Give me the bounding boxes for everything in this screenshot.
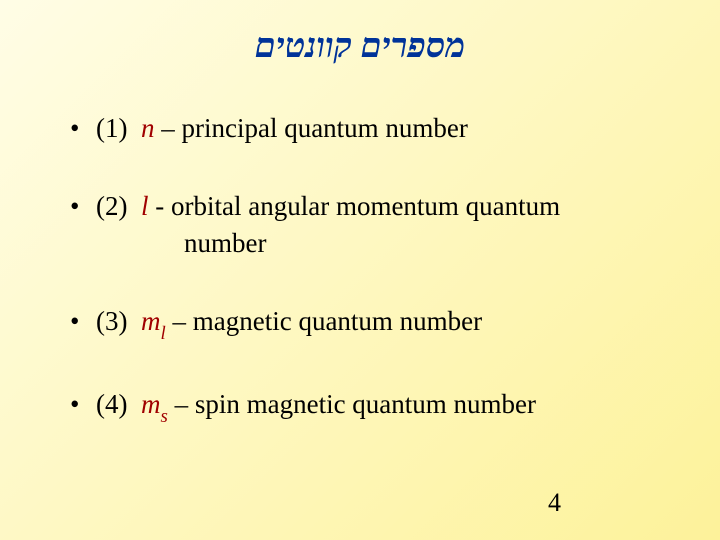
bullet-list: • (1) n – principal quantum number • (2)…	[70, 110, 660, 469]
bullet-icon: •	[70, 303, 79, 339]
quantum-symbol: m	[141, 389, 161, 419]
item-desc-cont: number	[96, 225, 660, 261]
item-sep: –	[168, 389, 195, 419]
item-sep: -	[149, 191, 172, 221]
item-number: (2)	[96, 191, 127, 221]
quantum-symbol: l	[141, 191, 149, 221]
list-item: • (4) ms – spin magnetic quantum number	[70, 386, 660, 427]
slide: מספרים קוונטים • (1) n – principal quant…	[0, 0, 720, 540]
item-desc: orbital angular momentum quantum	[171, 191, 560, 221]
quantum-symbol: m	[141, 306, 161, 336]
bullet-icon: •	[70, 110, 79, 146]
list-item: • (2) l - orbital angular momentum quant…	[70, 188, 660, 261]
bullet-icon: •	[70, 188, 79, 224]
page-number: 4	[548, 488, 561, 518]
item-number: (1)	[96, 113, 127, 143]
item-number: (3)	[96, 306, 127, 336]
item-desc: spin magnetic quantum number	[195, 389, 536, 419]
slide-title: מספרים קוונטים	[0, 28, 720, 66]
quantum-symbol-subscript: s	[160, 406, 167, 427]
item-desc: principal quantum number	[181, 113, 467, 143]
quantum-symbol: n	[141, 113, 155, 143]
quantum-symbol-subscript: l	[160, 323, 165, 344]
item-desc: magnetic quantum number	[193, 306, 482, 336]
item-sep: –	[154, 113, 181, 143]
list-item: • (1) n – principal quantum number	[70, 110, 660, 146]
bullet-icon: •	[70, 386, 79, 422]
item-number: (4)	[96, 389, 127, 419]
list-item: • (3) ml – magnetic quantum number	[70, 303, 660, 344]
item-sep: –	[166, 306, 193, 336]
